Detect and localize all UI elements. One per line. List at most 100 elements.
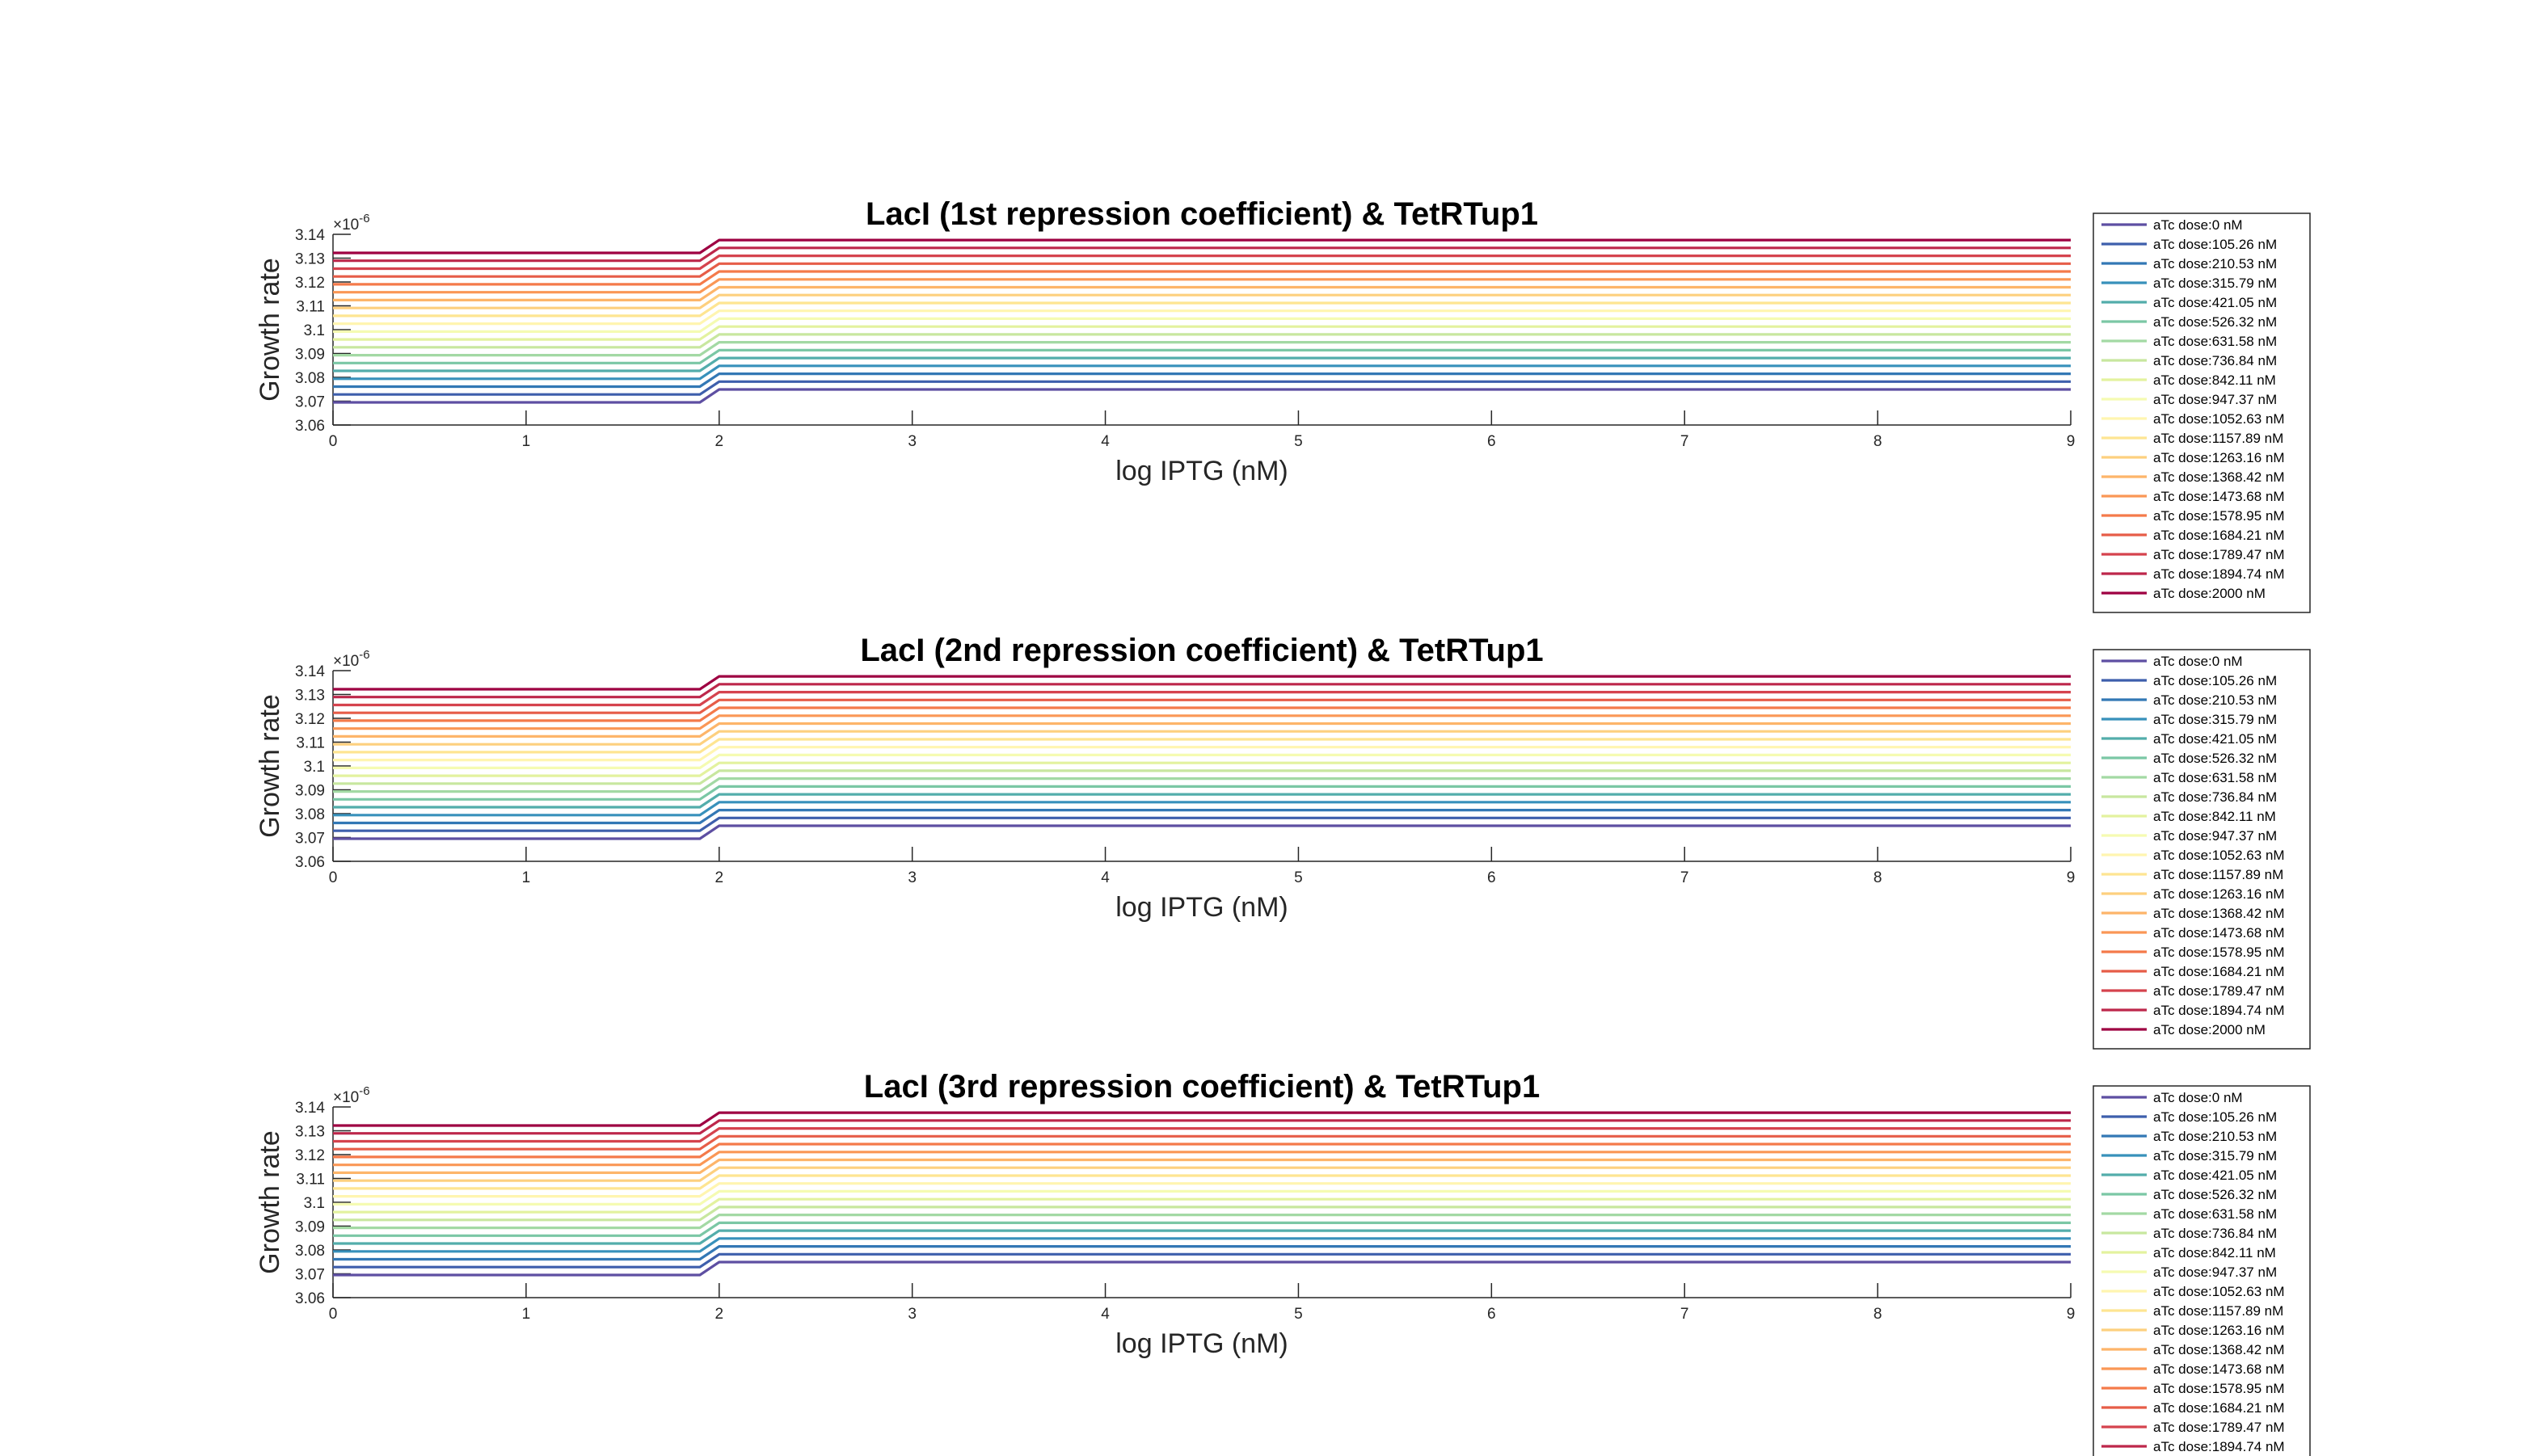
legend-entry-17: aTc dose:1684.21 nM [2153, 964, 2285, 979]
x-tick-label: 8 [1874, 1306, 1882, 1323]
series-line-13 [333, 1166, 2071, 1182]
x-axis-label: log IPTG (nM) [1115, 892, 1288, 923]
y-tick-label: 3.1 [304, 1195, 325, 1212]
legend-entry-14: aTc dose:1368.42 nM [2153, 469, 2285, 485]
legend-entry-20: aTc dose:2000 nM [2153, 586, 2266, 601]
chart-title: LacI (2nd repression coefficient) & TetR… [860, 633, 1543, 668]
x-tick-label: 1 [522, 1306, 531, 1323]
y-exponent-label: ×10-6 [333, 212, 370, 234]
legend-entry-20: aTc dose:2000 nM [2153, 1022, 2266, 1037]
legend-entry-19: aTc dose:1894.74 nM [2153, 1003, 2285, 1018]
x-tick-label: 0 [329, 433, 338, 450]
legend: aTc dose:0 nM aTc dose:105.26 nM aTc dose:… [2093, 213, 2311, 613]
legend-entry-3: aTc dose:210.53 nM [2153, 256, 2277, 271]
y-tick-label: 3.09 [295, 1219, 325, 1236]
legend-entry-17: aTc dose:1684.21 nM [2153, 528, 2285, 543]
series-line-14 [333, 722, 2071, 739]
x-tick-label: 6 [1487, 433, 1496, 450]
series-line-19 [333, 246, 2071, 263]
legend-entry-19: aTc dose:1894.74 nM [2153, 566, 2285, 582]
legend-entry-13: aTc dose:1263.16 nM [2153, 1323, 2285, 1338]
x-tick-label: 8 [1874, 869, 1882, 886]
y-exponent-base: ×10 [333, 217, 359, 234]
legend-entry-1: aTc dose:0 nM [2153, 1090, 2243, 1105]
legend-entry-4: aTc dose:315.79 nM [2153, 276, 2277, 291]
legend-entry-10: aTc dose:947.37 nM [2153, 828, 2277, 844]
legend-entry-12: aTc dose:1157.89 nM [2153, 1303, 2283, 1319]
legend-entry-18: aTc dose:1789.47 nM [2153, 1420, 2285, 1435]
series-line-1 [333, 388, 2071, 404]
legend-entry-19: aTc dose:1894.74 nM [2153, 1439, 2285, 1454]
y-tick-label: 3.13 [295, 1124, 325, 1141]
legend-entry-5: aTc dose:421.05 nM [2153, 731, 2277, 747]
series-line-2 [333, 816, 2071, 832]
series-line-3 [333, 1244, 2071, 1261]
series-line-8 [333, 769, 2071, 785]
series-line-3 [333, 808, 2071, 825]
series-line-1 [333, 1260, 2071, 1277]
x-tick-label: 3 [908, 869, 917, 886]
chart-title: LacI (3rd repression coefficient) & TetR… [864, 1069, 1540, 1105]
y-tick-label: 3.12 [295, 711, 325, 728]
y-tick-label: 3.09 [295, 347, 325, 364]
legend: aTc dose:0 nM aTc dose:105.26 nM aTc dose:… [2093, 1085, 2311, 1456]
legend-entry-9: aTc dose:842.11 nM [2153, 372, 2276, 388]
series-line-18 [333, 690, 2071, 707]
legend-entry-15: aTc dose:1473.68 nM [2153, 489, 2285, 504]
legend-entry-11: aTc dose:1052.63 nM [2153, 1284, 2285, 1299]
legend-box [2093, 213, 2311, 613]
x-tick-label: 4 [1101, 1306, 1110, 1323]
x-tick-label: 5 [1294, 869, 1303, 886]
legend-entry-2: aTc dose:105.26 nM [2153, 673, 2277, 688]
legend-entry-4: aTc dose:315.79 nM [2153, 1148, 2277, 1164]
x-axis-label: log IPTG (nM) [1115, 456, 1288, 486]
y-tick-label: 3.07 [295, 831, 325, 848]
legend-entry-16: aTc dose:1578.95 nM [2153, 508, 2285, 524]
y-tick-label: 3.07 [295, 1267, 325, 1284]
series-line-9 [333, 1197, 2071, 1214]
series-line-20 [333, 238, 2071, 255]
legend-entry-3: aTc dose:210.53 nM [2153, 1129, 2277, 1144]
y-exponent-base: ×10 [333, 1089, 359, 1106]
series-line-9 [333, 761, 2071, 777]
series-line-16 [333, 1142, 2071, 1159]
series-line-20 [333, 675, 2071, 691]
y-tick-label: 3.11 [296, 735, 325, 752]
legend-entry-7: aTc dose:631.58 nM [2153, 1206, 2277, 1222]
x-tick-label: 2 [714, 869, 723, 886]
series-line-14 [333, 285, 2071, 301]
y-tick-label: 3.08 [295, 1243, 325, 1260]
legend-entry-13: aTc dose:1263.16 nM [2153, 450, 2285, 465]
series-line-11 [333, 746, 2071, 762]
y-tick-label: 3.06 [295, 1290, 325, 1307]
legend-entry-1: aTc dose:0 nM [2153, 654, 2243, 669]
y-tick-label: 3.06 [295, 854, 325, 871]
series-line-13 [333, 730, 2071, 746]
legend-entry-15: aTc dose:1473.68 nM [2153, 925, 2285, 941]
y-tick-label: 3.14 [295, 1100, 325, 1117]
series-line-14 [333, 1158, 2071, 1175]
x-tick-label: 6 [1487, 869, 1496, 886]
y-axis-label: Growth rate [255, 694, 285, 838]
legend-entry-3: aTc dose:210.53 nM [2153, 692, 2277, 708]
series-line-18 [333, 255, 2071, 271]
series-line-17 [333, 262, 2071, 278]
series-line-16 [333, 270, 2071, 286]
series-line-7 [333, 341, 2071, 357]
series-line-15 [333, 714, 2071, 730]
y-exponent-power: -6 [359, 1084, 369, 1098]
series-line-20 [333, 1111, 2071, 1127]
y-tick-label: 3.11 [296, 1172, 325, 1189]
legend-entry-14: aTc dose:1368.42 nM [2153, 1342, 2285, 1357]
x-tick-label: 4 [1101, 433, 1110, 450]
x-tick-label: 7 [1680, 869, 1689, 886]
legend-entry-10: aTc dose:947.37 nM [2153, 392, 2277, 407]
y-tick-label: 3.09 [295, 783, 325, 800]
series-line-5 [333, 1229, 2071, 1245]
y-tick-label: 3.11 [296, 299, 325, 316]
legend-entry-11: aTc dose:1052.63 nM [2153, 411, 2285, 427]
series-line-11 [333, 1182, 2071, 1198]
y-tick-label: 3.08 [295, 806, 325, 823]
x-tick-label: 0 [329, 869, 338, 886]
